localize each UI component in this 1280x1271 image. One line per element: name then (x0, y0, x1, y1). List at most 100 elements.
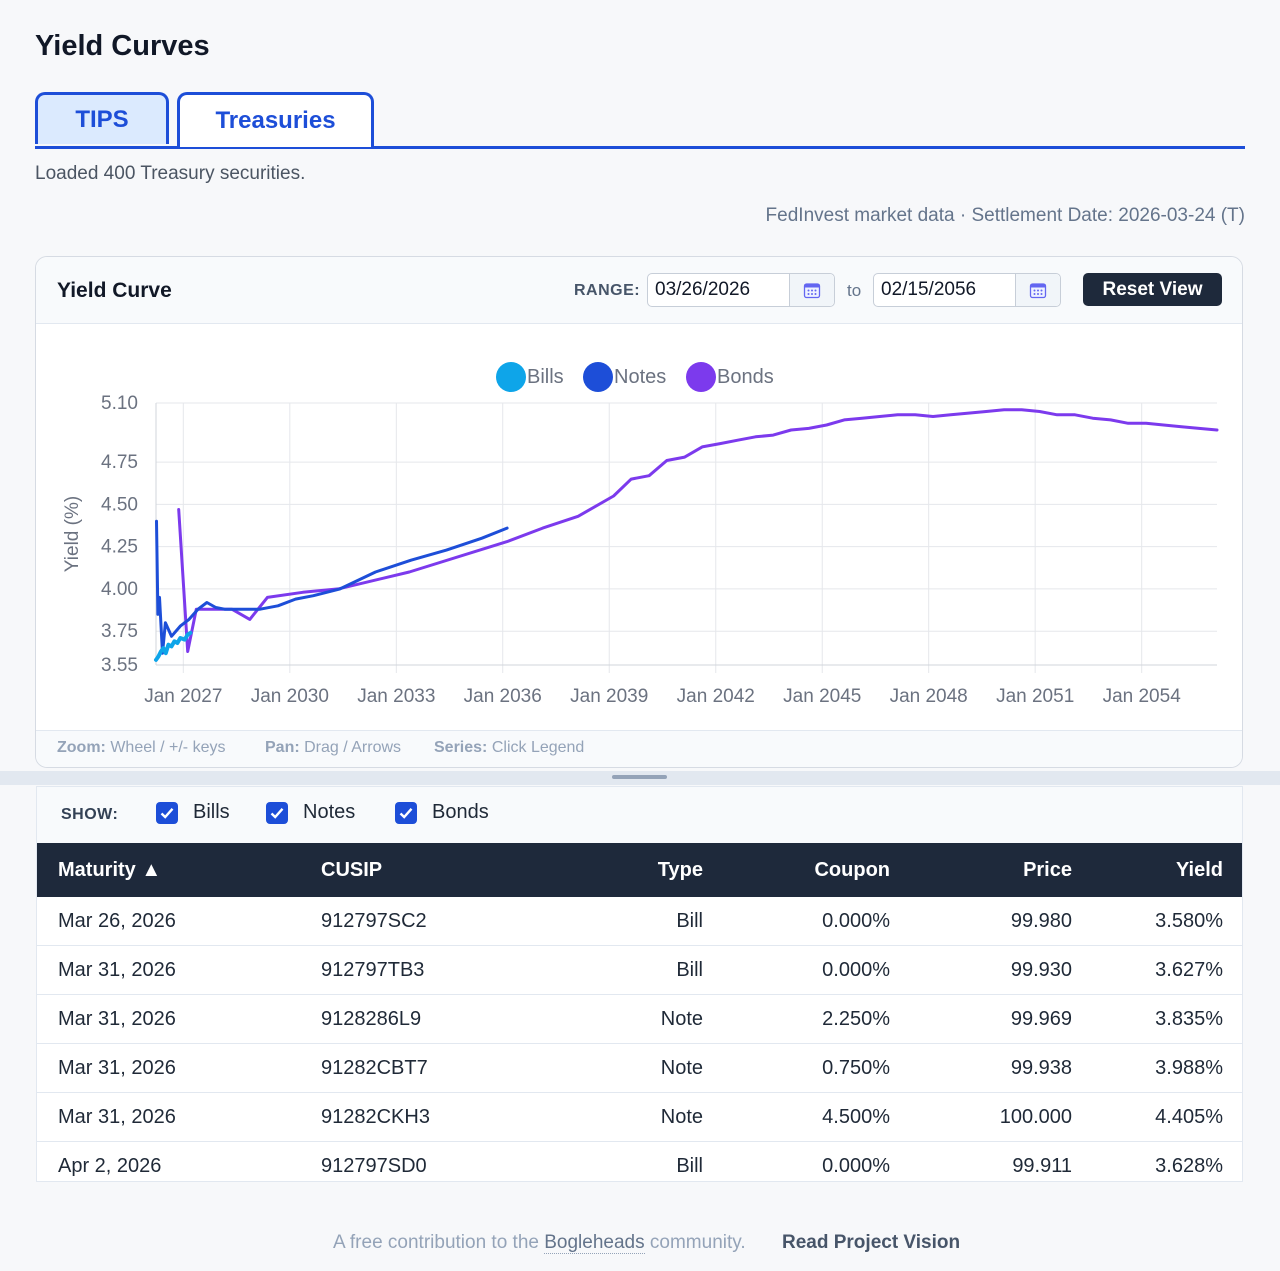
type-cell: Bill (542, 897, 724, 946)
hint-pan-key: Pan: (265, 739, 300, 756)
y-tick-label: 4.00 (101, 579, 138, 600)
yield-curve-card: Yield Curve RANGE: 03/26/2026 to 02/15/2… (35, 256, 1243, 768)
x-tick-label: Jan 2048 (890, 686, 968, 707)
resize-grip-icon[interactable] (612, 775, 667, 779)
reset-view-button[interactable]: Reset View (1083, 273, 1222, 306)
footer-prefix: A free contribution to the (333, 1232, 539, 1253)
col-maturity[interactable]: Maturity ▲ (37, 843, 300, 897)
show-bills-checkbox[interactable]: Bills (156, 801, 230, 824)
show-bonds-label[interactable]: Bonds (432, 801, 489, 823)
tab-tips[interactable]: TIPS (35, 92, 169, 144)
show-bills-label[interactable]: Bills (193, 801, 230, 823)
coupon-cell: 0.000% (724, 897, 911, 946)
range-label: RANGE: (574, 282, 641, 299)
securities-table-card: SHOW: Bills Notes Bonds Maturity ▲ CUSIP… (36, 786, 1243, 1182)
maturity-cell: Mar 31, 2026 (37, 994, 300, 1044)
cusip-cell: 9128286L9 (300, 994, 542, 1044)
y-tick-label: 3.55 (101, 655, 138, 676)
range-from-value[interactable]: 03/26/2026 (655, 279, 751, 300)
type-cell: Note (542, 1043, 724, 1093)
col-cusip[interactable]: CUSIP (300, 843, 542, 897)
show-bonds-checkbox[interactable]: Bonds (395, 801, 489, 824)
price-cell: 99.938 (911, 1043, 1093, 1093)
project-vision-link[interactable]: Read Project Vision (782, 1232, 961, 1253)
coupon-cell: 0.000% (724, 945, 911, 995)
chart-title: Yield Curve (57, 279, 172, 302)
legend-item-bonds[interactable]: Bonds (686, 362, 774, 392)
hint-zoom-key: Zoom: (57, 739, 106, 756)
cusip-cell: 91282CBT7 (300, 1043, 542, 1093)
hint-zoom-value: Wheel / +/- keys (110, 739, 226, 756)
y-tick-label: 4.50 (101, 494, 138, 515)
maturity-cell: Mar 31, 2026 (37, 1092, 300, 1142)
x-tick-label: Jan 2051 (996, 686, 1074, 707)
x-tick-label: Jan 2042 (677, 686, 755, 707)
x-tick-label: Jan 2036 (464, 686, 542, 707)
tab-treasuries[interactable]: Treasuries (177, 92, 374, 147)
col-type[interactable]: Type (542, 843, 724, 897)
maturity-cell: Mar 31, 2026 (37, 1043, 300, 1093)
checkmark-icon[interactable] (156, 801, 178, 824)
price-cell: 99.969 (911, 994, 1093, 1044)
legend-swatch-icon[interactable] (496, 362, 526, 392)
col-coupon[interactable]: Coupon (724, 843, 911, 897)
yield-curve-chart[interactable]: 3.55 3.75 4.00 4.25 4.50 4.75 5.10 Jan 2027 Jan … (36, 324, 1242, 729)
y-tick-label: 4.25 (101, 537, 138, 558)
footer-suffix: community. (649, 1232, 746, 1253)
table-row[interactable]: Mar 26, 2026 912797SC2 Bill 0.000% 99.980 3.5… (37, 897, 1242, 946)
type-cell: Bill (542, 945, 724, 995)
chart-header: Yield Curve RANGE: 03/26/2026 to 02/15/2… (36, 257, 1242, 324)
maturity-cell: Mar 26, 2026 (37, 897, 300, 946)
legend-swatch-icon[interactable] (583, 362, 613, 392)
price-cell: 100.000 (911, 1092, 1093, 1142)
table-row[interactable]: Mar 31, 2026 91282CKH3 Note 4.500% 100.000 4.… (37, 1092, 1242, 1142)
legend-swatch-icon[interactable] (686, 362, 716, 392)
series-line-bonds (177, 408, 1219, 653)
series-line-notes (155, 519, 509, 655)
show-label: SHOW: (61, 806, 119, 823)
legend-label[interactable]: Bills (527, 366, 564, 388)
table-row[interactable]: Mar 31, 2026 91282CBT7 Note 0.750% 99.938 3.9… (37, 1043, 1242, 1093)
price-cell: 99.930 (911, 945, 1093, 995)
calendar-icon[interactable] (789, 274, 834, 306)
show-notes-label[interactable]: Notes (303, 801, 356, 823)
series-line-bills (154, 630, 193, 662)
range-to-field[interactable]: 02/15/2056 (873, 273, 1061, 307)
y-axis-title: Yield (%) (62, 496, 83, 572)
checkmark-icon[interactable] (266, 801, 288, 824)
range-from-field[interactable]: 03/26/2026 (647, 273, 835, 307)
legend-item-notes[interactable]: Notes (583, 362, 666, 392)
col-yield[interactable]: Yield (1093, 843, 1242, 897)
show-notes-checkbox[interactable]: Notes (266, 801, 355, 824)
securities-table: Maturity ▲ CUSIP Type Coupon Price Yield… (37, 843, 1242, 1181)
legend-label[interactable]: Bonds (717, 366, 774, 388)
panel-resize-handle[interactable] (0, 771, 1280, 785)
type-cell: Note (542, 994, 724, 1044)
type-cell: Bill (542, 1141, 724, 1181)
coupon-cell: 2.250% (724, 994, 911, 1044)
yield-cell: 3.580% (1093, 897, 1242, 946)
table-row[interactable]: Apr 2, 2026 912797SD0 Bill 0.000% 99.911 3.62… (37, 1141, 1242, 1181)
range-to-value[interactable]: 02/15/2056 (881, 279, 977, 300)
table-row[interactable]: Mar 31, 2026 9128286L9 Note 2.250% 99.969 3.8… (37, 994, 1242, 1044)
hint-series-value: Click Legend (491, 739, 585, 756)
checkmark-icon[interactable] (395, 801, 417, 824)
calendar-icon[interactable] (1015, 274, 1060, 306)
legend-label[interactable]: Notes (614, 366, 666, 388)
cusip-cell: 912797TB3 (300, 945, 542, 995)
cusip-cell: 912797SD0 (300, 1141, 542, 1181)
maturity-cell: Mar 31, 2026 (37, 945, 300, 995)
chart-hints: Zoom: Wheel / +/- keys Pan: Drag / Arrow… (36, 730, 1242, 767)
table-header-row: Maturity ▲ CUSIP Type Coupon Price Yield (37, 843, 1242, 897)
page-title: Yield Curves (35, 30, 210, 62)
yield-cell: 3.835% (1093, 994, 1242, 1044)
col-price[interactable]: Price (911, 843, 1093, 897)
x-tick-label: Jan 2054 (1103, 686, 1182, 707)
bogleheads-link[interactable]: Bogleheads (544, 1232, 645, 1254)
y-tick-label: 5.10 (101, 393, 138, 414)
cusip-cell: 91282CKH3 (300, 1092, 542, 1142)
x-tick-label: Jan 2030 (251, 686, 329, 707)
legend-item-bills[interactable]: Bills (496, 362, 564, 392)
load-status: Loaded 400 Treasury securities. (35, 163, 306, 184)
table-row[interactable]: Mar 31, 2026 912797TB3 Bill 0.000% 99.930 3.6… (37, 945, 1242, 995)
